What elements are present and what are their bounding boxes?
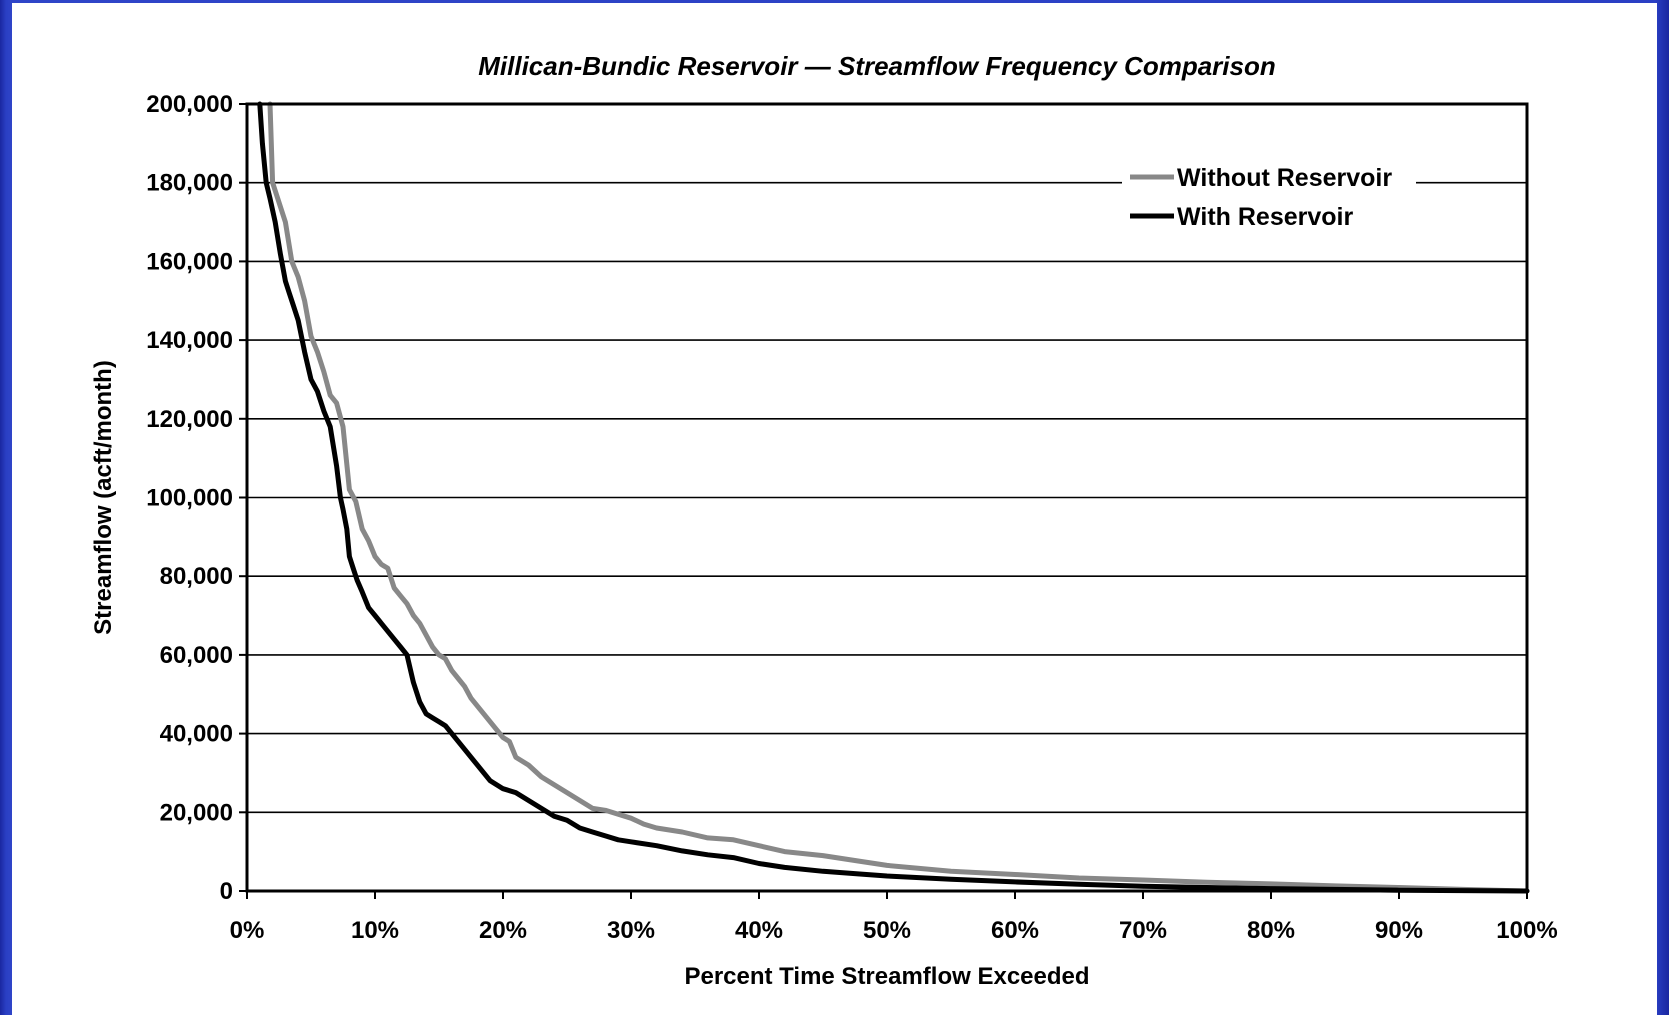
y-axis-label: Streamflow (acft/month) — [90, 360, 117, 635]
gridlines — [247, 181, 1527, 814]
x-tick-label: 100% — [1496, 917, 1557, 944]
y-tick-label: 60,000 — [160, 642, 233, 669]
series-lines — [257, 101, 1530, 894]
y-tick-label: 140,000 — [146, 327, 233, 354]
x-tick-label: 10% — [351, 917, 399, 944]
y-tick-label: 200,000 — [146, 91, 233, 118]
x-tick-label: 50% — [863, 917, 911, 944]
series-line-without-reservoir — [267, 101, 1530, 894]
y-tick-label: 20,000 — [160, 799, 233, 826]
y-tick-label: 180,000 — [146, 170, 233, 197]
x-tick-label: 0% — [230, 917, 265, 944]
x-tick-label: 70% — [1119, 917, 1167, 944]
x-tick-label: 90% — [1375, 917, 1423, 944]
y-tick-label: 160,000 — [146, 248, 233, 275]
y-tick-label: 0 — [220, 878, 233, 905]
y-tick-label: 100,000 — [146, 485, 233, 512]
series-line-with-reservoir — [257, 101, 1530, 894]
x-tick-label: 80% — [1247, 917, 1295, 944]
y-tick-label: 120,000 — [146, 406, 233, 433]
legend: Without Reservoir With Reservoir — [1122, 158, 1416, 238]
x-tick-label: 20% — [479, 917, 527, 944]
x-tick-label: 40% — [735, 917, 783, 944]
x-tick-label: 30% — [607, 917, 655, 944]
axis-ticks: 0 20,000 40,000 60,000 80,000 100,000 120,000 1… — [146, 91, 1557, 944]
chart-title: Millican-Bundic Reservoir — Streamflow F… — [478, 51, 1276, 81]
x-tick-label: 60% — [991, 917, 1039, 944]
x-axis-label: Percent Time Streamflow Exceeded — [684, 963, 1089, 990]
legend-background — [1122, 158, 1416, 238]
y-tick-label: 40,000 — [160, 721, 233, 748]
y-tick-label: 80,000 — [160, 563, 233, 590]
legend-label-with-reservoir: With Reservoir — [1177, 203, 1353, 231]
legend-label-without-reservoir: Without Reservoir — [1177, 164, 1392, 192]
